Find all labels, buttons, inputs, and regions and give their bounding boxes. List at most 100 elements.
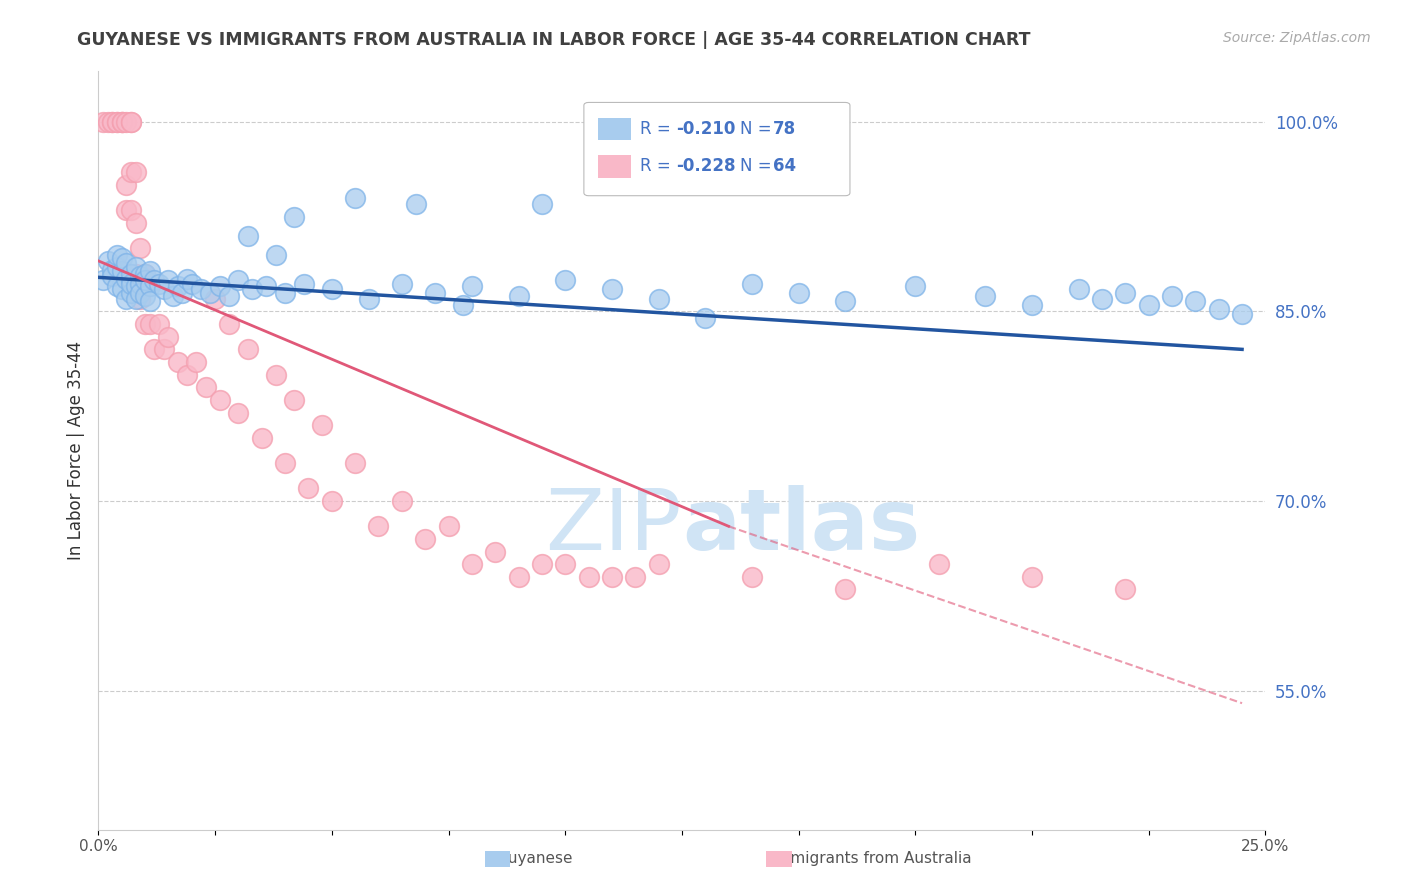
Point [741,277,763,291]
Point [129,292,152,306]
Point [974,289,997,303]
Point [228,273,250,287]
Point [218,289,240,303]
Point [125,292,148,306]
Point [120,115,142,129]
Point [242,282,264,296]
Point [554,557,576,571]
Point [186,355,208,369]
Point [105,279,128,293]
Point [134,267,156,281]
Point [115,203,138,218]
Point [134,267,156,281]
Point [530,557,553,571]
Point [264,247,287,261]
Point [129,269,152,284]
Point [1161,289,1184,303]
Point [600,282,623,296]
Point [283,392,305,407]
Text: 78: 78 [773,120,796,138]
Point [461,557,484,571]
Point [176,368,198,382]
Point [125,165,148,179]
Point [437,519,460,533]
Point [134,317,156,331]
Text: R =: R = [640,120,676,138]
Text: Source: ZipAtlas.com: Source: ZipAtlas.com [1223,31,1371,45]
Point [115,256,138,270]
Text: N =: N = [741,157,778,175]
Point [264,368,287,382]
Point [105,115,128,129]
Point [105,247,128,261]
Point [152,282,174,296]
Point [120,115,142,129]
Point [120,277,142,291]
Point [461,279,484,293]
Point [344,456,367,470]
Bar [598,155,630,178]
Point [180,277,202,291]
Point [1114,582,1136,597]
Point [129,241,152,255]
Point [647,292,669,306]
Point [101,115,124,129]
Point [143,273,166,287]
Point [311,418,333,433]
Point [741,570,763,584]
Point [143,343,166,357]
Text: GUYANESE VS IMMIGRANTS FROM AUSTRALIA IN LABOR FORCE | AGE 35-44 CORRELATION CHA: GUYANESE VS IMMIGRANTS FROM AUSTRALIA IN… [77,31,1031,49]
Point [139,279,162,293]
Point [120,267,142,281]
Point [208,392,231,407]
Point [344,191,367,205]
Point [115,292,138,306]
Point [834,294,856,309]
Point [1021,298,1043,312]
Point [190,282,212,296]
Point [134,273,156,287]
Point [200,285,222,300]
Point [97,253,120,268]
Point [157,330,180,344]
Point [321,494,343,508]
Point [120,273,142,287]
Point [125,279,148,293]
Point [166,355,188,369]
Point [274,456,297,470]
Point [111,252,134,266]
Point [120,203,142,218]
Point [134,267,156,281]
Text: N =: N = [741,120,778,138]
Point [105,115,128,129]
Point [1137,298,1160,312]
Point [1021,570,1043,584]
Text: 64: 64 [773,157,796,175]
Bar [598,118,630,140]
Point [647,557,669,571]
Point [129,285,152,300]
Point [423,285,446,300]
Point [166,279,188,293]
Point [250,431,273,445]
Point [508,570,530,584]
Point [283,210,305,224]
Point [97,115,120,129]
Point [111,115,134,129]
Point [101,115,124,129]
Point [91,273,114,287]
Point [115,115,138,129]
Point [787,285,810,300]
Point [928,557,950,571]
Point [101,262,124,277]
Point [139,264,162,278]
Point [157,273,180,287]
FancyBboxPatch shape [583,103,851,195]
Point [321,282,343,296]
Point [162,289,184,303]
Text: -0.210: -0.210 [676,120,735,138]
Text: -0.228: -0.228 [676,157,735,175]
Point [111,115,134,129]
Point [1067,282,1090,296]
Point [120,165,142,179]
